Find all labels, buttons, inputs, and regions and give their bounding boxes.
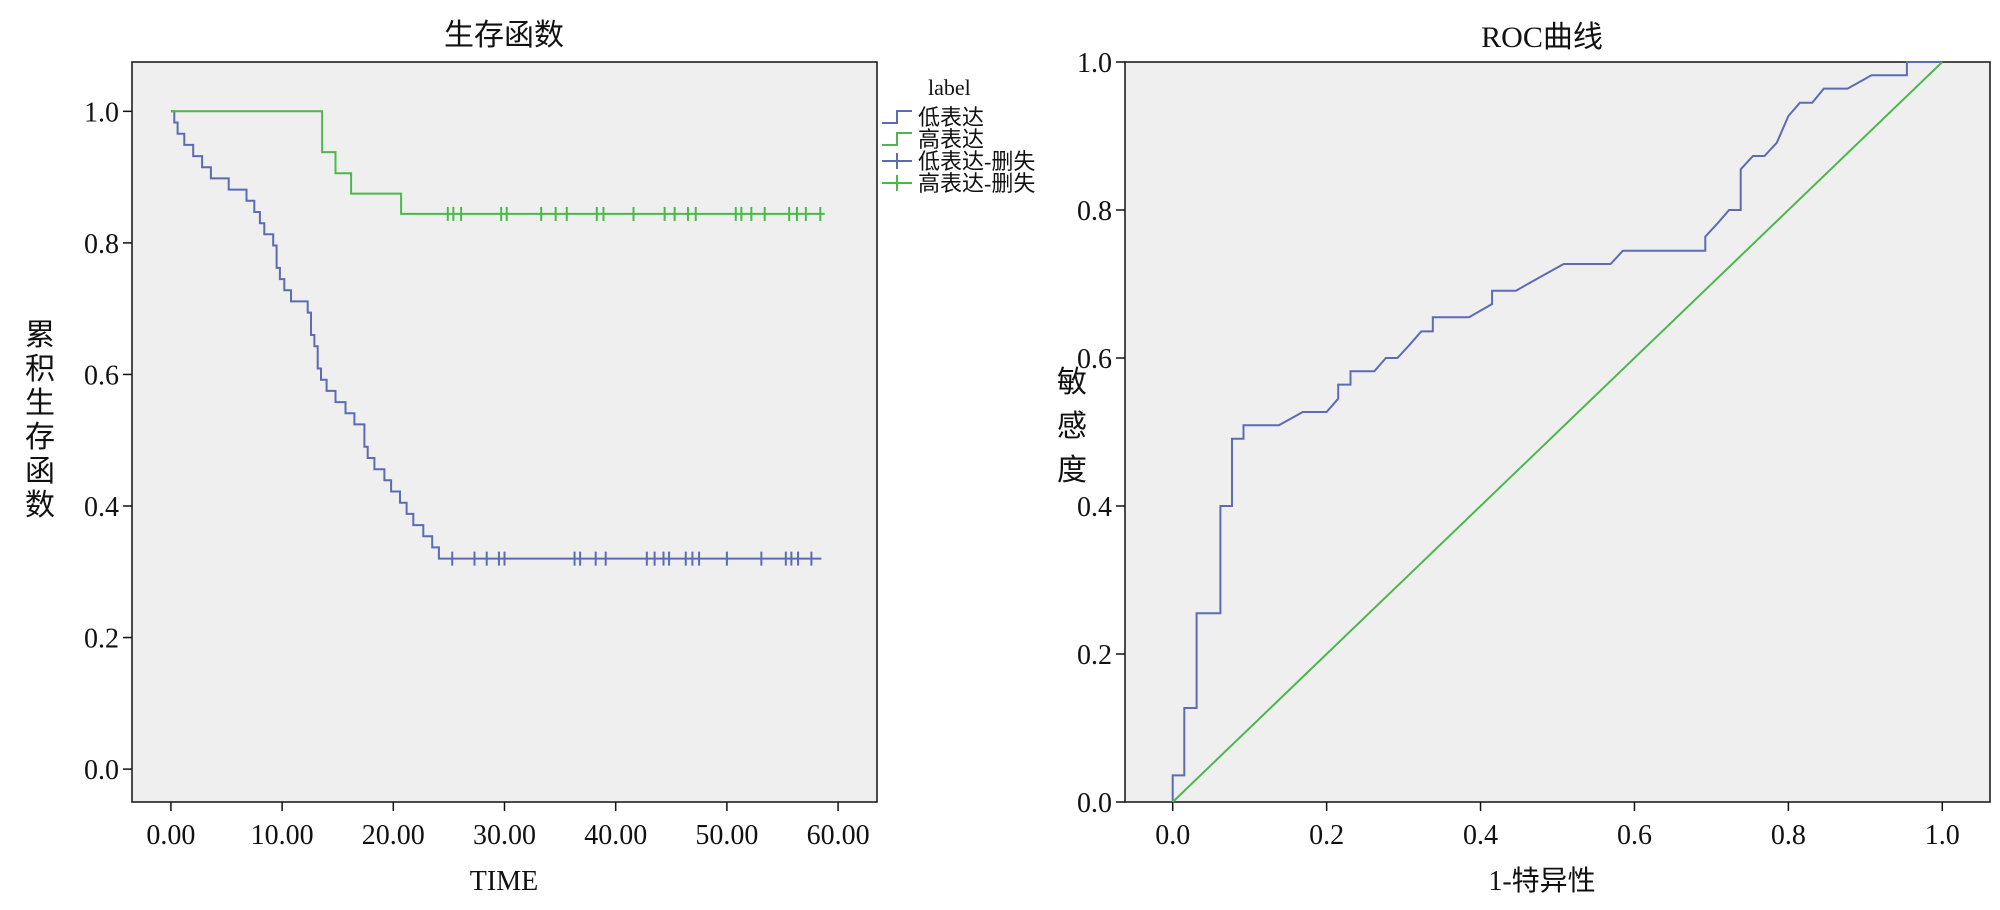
y-tick-label: 0.4 — [84, 492, 119, 523]
roc-chart: 0.0 0.2 0.4 0.6 0.8 1.0 0.0 0.2 0.4 0.6 0.8 1.0 RO… — [1057, 21, 1991, 897]
legend-step-marker — [882, 132, 912, 146]
survival-series — [170, 110, 825, 566]
y-tick-label: 0.0 — [1077, 788, 1112, 819]
legend-step-marker — [882, 110, 912, 124]
roc-curve — [1171, 61, 1943, 802]
roc-series — [1171, 61, 1943, 803]
y-tick-label: 0.6 — [1077, 344, 1112, 375]
x-tick-label: 0.2 — [1309, 820, 1344, 851]
x-tick-label: 60.00 — [807, 820, 870, 851]
x-tick-label: 20.00 — [362, 820, 425, 851]
y-tick-label: 0.8 — [84, 229, 119, 260]
y-tick-label: 0.2 — [1077, 640, 1112, 671]
x-tick-label: 10.00 — [251, 820, 314, 851]
y-tick-label: 1.0 — [84, 97, 119, 128]
survival-chart-title: 生存函数 — [444, 19, 564, 52]
x-tick-label: 40.00 — [584, 820, 647, 851]
roc-x-ticks: 0.0 0.2 0.4 0.6 0.8 1.0 — [1155, 802, 1960, 851]
y-tick-label: 0.0 — [84, 755, 119, 786]
x-tick-label: 0.8 — [1771, 820, 1806, 851]
survival-plot-area — [131, 61, 878, 803]
survival-x-axis-label: TIME — [470, 866, 538, 897]
survival-x-ticks: 0.00 10.00 20.00 30.00 40.00 50.00 60.00 — [146, 802, 870, 851]
roc-y-axis-label: 敏感度 — [1057, 366, 1087, 487]
x-tick-label: 0.00 — [146, 820, 195, 851]
legend-entry-label: 高表达-删失 — [918, 171, 1035, 196]
x-tick-label: 30.00 — [473, 820, 536, 851]
y-tick-label: 1.0 — [1077, 48, 1112, 79]
y-tick-label: 0.8 — [1077, 196, 1112, 227]
x-tick-label: 0.6 — [1617, 820, 1652, 851]
survival-y-ticks: 0.0 0.2 0.4 0.6 0.8 1.0 — [84, 97, 132, 786]
survival-curve-high — [170, 110, 825, 215]
survival-curve-low — [170, 110, 822, 560]
y-tick-label: 0.2 — [84, 624, 119, 655]
x-tick-label: 0.4 — [1463, 820, 1498, 851]
y-tick-label: 0.4 — [1077, 492, 1112, 523]
legend-entry-label: 低表达 — [918, 105, 984, 130]
x-tick-label: 0.0 — [1155, 820, 1190, 851]
roc-y-ticks: 0.0 0.2 0.4 0.6 0.8 1.0 — [1077, 48, 1125, 819]
y-tick-label: 0.6 — [84, 360, 119, 391]
roc-chart-title: ROC曲线 — [1481, 21, 1603, 54]
legend-entry-label: 低表达-删失 — [918, 149, 1035, 174]
reference-line — [1172, 61, 1943, 803]
survival-y-axis-label: 累积生存函数 — [25, 319, 55, 522]
legend-title: label — [928, 75, 971, 100]
x-tick-label: 1.0 — [1925, 820, 1960, 851]
survival-chart: 0.00 10.00 20.00 30.00 40.00 50.00 60.00 0.00.… — [25, 19, 1035, 897]
roc-x-axis-label: 1-特异性 — [1488, 865, 1595, 897]
legend-entry-label: 高表达 — [918, 127, 984, 152]
x-tick-label: 50.00 — [695, 820, 758, 851]
